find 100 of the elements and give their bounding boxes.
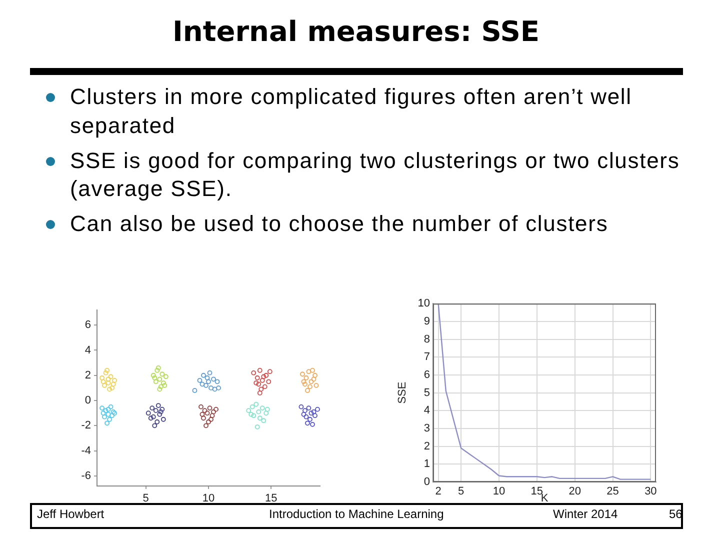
point bbox=[107, 416, 112, 422]
point bbox=[156, 403, 161, 408]
y-tick-label: -2 bbox=[81, 420, 91, 432]
point bbox=[153, 408, 158, 414]
point bbox=[308, 384, 312, 390]
point bbox=[158, 409, 164, 414]
point bbox=[246, 408, 252, 414]
y-tick-label: -6 bbox=[81, 470, 91, 482]
x-tick-label: 15 bbox=[265, 492, 278, 505]
point bbox=[256, 409, 262, 414]
point bbox=[150, 414, 156, 420]
y-tick-label: 2 bbox=[84, 369, 91, 382]
point bbox=[248, 412, 254, 417]
point bbox=[212, 386, 218, 392]
point bbox=[304, 414, 309, 420]
point bbox=[250, 404, 255, 410]
point bbox=[160, 416, 166, 422]
point bbox=[216, 385, 221, 390]
point bbox=[102, 382, 107, 388]
point bbox=[315, 406, 320, 412]
point bbox=[148, 416, 154, 421]
point bbox=[261, 418, 266, 424]
x-tick-label: 10 bbox=[202, 492, 215, 505]
y-tick-label: -4 bbox=[81, 444, 91, 457]
point bbox=[112, 378, 117, 383]
y-tick-label: 8 bbox=[424, 333, 430, 346]
y-tick-label: 4 bbox=[84, 344, 91, 356]
point bbox=[207, 406, 212, 411]
point bbox=[312, 413, 318, 418]
point bbox=[301, 379, 306, 384]
point bbox=[312, 372, 318, 378]
point bbox=[152, 423, 158, 428]
y-axis-title: SSE bbox=[396, 382, 409, 404]
text: Can also be used to choose the number of clusters bbox=[70, 210, 610, 238]
y-tick-label: 1 bbox=[424, 458, 430, 470]
point bbox=[264, 406, 270, 412]
point bbox=[163, 374, 168, 380]
point bbox=[260, 406, 265, 411]
point bbox=[108, 404, 114, 410]
point bbox=[256, 382, 262, 387]
point bbox=[106, 380, 111, 386]
y-tick-label: 0 bbox=[84, 394, 91, 407]
point bbox=[211, 409, 216, 414]
x-tick-label: 30 bbox=[644, 486, 657, 498]
point bbox=[311, 409, 316, 414]
point bbox=[100, 406, 104, 411]
point bbox=[254, 380, 259, 386]
point bbox=[214, 379, 220, 384]
text: Introduction to Machine Learning bbox=[269, 507, 444, 521]
point bbox=[100, 375, 104, 380]
point bbox=[198, 404, 204, 410]
point bbox=[254, 424, 260, 430]
text: Winter 2014 bbox=[553, 507, 618, 521]
y-tick-label: 9 bbox=[424, 315, 430, 328]
y-tick-label: 0 bbox=[424, 476, 430, 488]
point bbox=[110, 385, 114, 390]
point bbox=[304, 375, 309, 380]
point bbox=[298, 404, 304, 410]
point bbox=[204, 382, 208, 388]
point bbox=[260, 378, 265, 383]
point bbox=[152, 375, 158, 380]
point bbox=[251, 370, 256, 376]
point bbox=[202, 408, 208, 414]
point bbox=[200, 412, 205, 417]
x-tick-label: 5 bbox=[142, 492, 149, 505]
point bbox=[157, 412, 162, 417]
point bbox=[267, 369, 272, 374]
point bbox=[302, 382, 308, 387]
y-tick-label: 10 bbox=[418, 298, 430, 310]
point bbox=[310, 368, 315, 373]
point bbox=[201, 372, 206, 378]
point bbox=[264, 372, 269, 378]
point bbox=[103, 408, 108, 414]
point bbox=[257, 416, 262, 421]
point bbox=[100, 410, 106, 416]
point bbox=[108, 374, 114, 380]
point bbox=[107, 386, 112, 392]
point bbox=[310, 422, 315, 427]
x-tick-label: 20 bbox=[568, 486, 581, 498]
point bbox=[103, 370, 108, 376]
point bbox=[106, 412, 111, 417]
point bbox=[154, 419, 160, 424]
point bbox=[300, 372, 305, 377]
point bbox=[150, 372, 156, 378]
point bbox=[314, 382, 319, 388]
point bbox=[308, 410, 314, 416]
point bbox=[266, 379, 272, 384]
point bbox=[160, 372, 165, 377]
point bbox=[160, 406, 165, 412]
point bbox=[206, 419, 211, 424]
point bbox=[311, 376, 316, 382]
point bbox=[208, 385, 214, 390]
point bbox=[157, 386, 162, 392]
point bbox=[156, 365, 161, 370]
point bbox=[257, 390, 262, 396]
point bbox=[104, 368, 110, 373]
y-tick-label: 3 bbox=[424, 422, 430, 435]
text: Internal measures: SSE bbox=[172, 14, 540, 50]
point bbox=[261, 374, 266, 380]
point bbox=[158, 384, 164, 390]
